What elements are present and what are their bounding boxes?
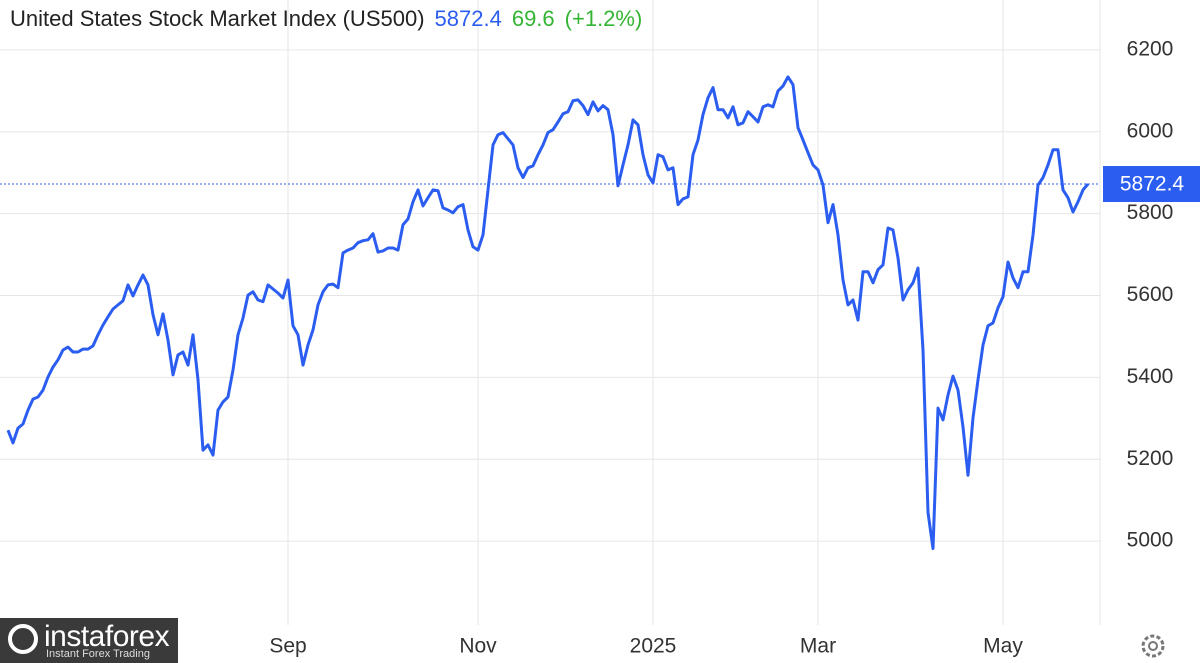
logo-icon (8, 624, 38, 654)
settings-icon[interactable] (1141, 634, 1165, 658)
tagline: Instant Forex Trading (46, 648, 150, 660)
last-price-label: 5872.4 (1120, 173, 1185, 196)
x-tick-label: May (983, 635, 1023, 658)
last-price-box (1103, 166, 1200, 203)
y-tick-label: 5800 (1127, 201, 1174, 224)
y-tick-label: 5600 (1127, 283, 1174, 306)
y-tick-label: 6200 (1127, 37, 1174, 60)
price: 5872.4 (434, 6, 502, 31)
price-line (6, 75, 1090, 550)
chart-title: United States Stock Market Index (US500) (10, 6, 425, 31)
watermark: instaforex Instant Forex Trading (0, 618, 178, 663)
gear-outer (1141, 634, 1165, 658)
y-tick-label: 5400 (1127, 365, 1174, 388)
change: 69.6 (511, 6, 555, 31)
x-tick-label: 2025 (630, 635, 677, 658)
x-tick-label: Mar (800, 635, 836, 658)
y-tick-label: 5200 (1127, 447, 1174, 470)
x-tick-label: Sep (269, 635, 306, 658)
x-tick-label: Nov (459, 635, 497, 658)
gear-inner (1148, 641, 1158, 651)
y-tick-label: 6000 (1127, 119, 1174, 142)
brand: instaforex (44, 620, 170, 653)
change-percent: (+1.2%) (564, 6, 643, 31)
header: United States Stock Market Index (US500)… (10, 6, 652, 32)
y-tick-label: 5000 (1127, 529, 1174, 552)
